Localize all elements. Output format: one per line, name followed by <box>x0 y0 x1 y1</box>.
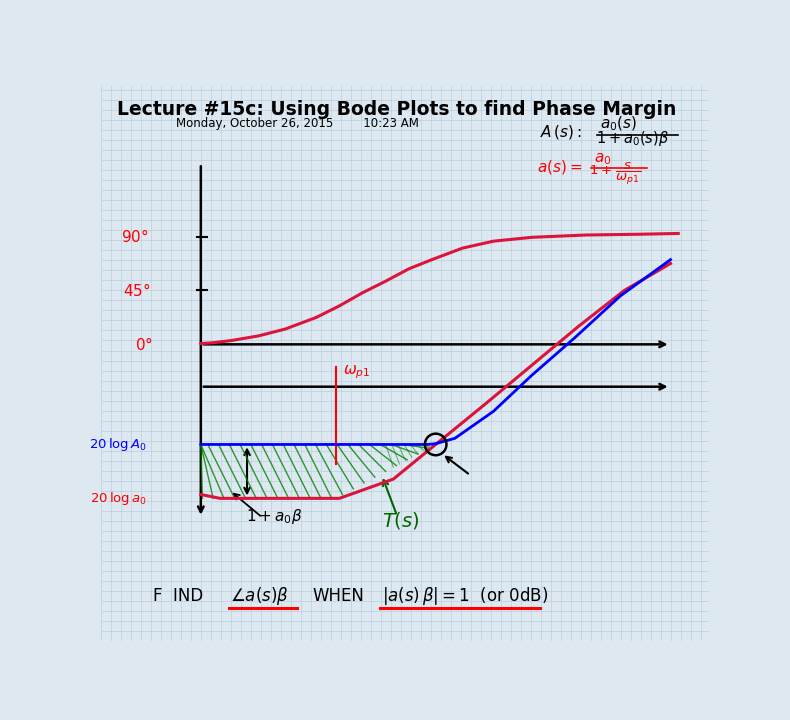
Text: $1 +\,\dfrac{s}{\omega_{p1}}$: $1 +\,\dfrac{s}{\omega_{p1}}$ <box>589 161 641 186</box>
Text: $\angle a(s)\beta$: $\angle a(s)\beta$ <box>230 585 289 607</box>
Text: $|a(s)\,\beta| = 1$  (or 0dB): $|a(s)\,\beta| = 1$ (or 0dB) <box>382 585 548 607</box>
Text: Lecture #15c: Using Bode Plots to find Phase Margin: Lecture #15c: Using Bode Plots to find P… <box>118 100 677 119</box>
Text: $20\,\log a_0$: $20\,\log a_0$ <box>90 490 147 507</box>
Text: $90°$: $90°$ <box>121 228 149 245</box>
Text: $a(s)=$: $a(s)=$ <box>537 158 582 176</box>
Text: $T(s)$: $T(s)$ <box>382 510 419 531</box>
Text: $45°$: $45°$ <box>123 282 151 299</box>
Text: $a_0$: $a_0$ <box>593 151 611 166</box>
Text: $0°$: $0°$ <box>135 336 153 353</box>
Text: $a_0(s)$: $a_0(s)$ <box>600 115 637 133</box>
Text: $20\,\log A_0$: $20\,\log A_0$ <box>89 436 147 453</box>
Text: $1 + a_0\beta$: $1 + a_0\beta$ <box>246 508 302 526</box>
Text: WHEN: WHEN <box>313 587 364 605</box>
Text: F  IND: F IND <box>153 587 203 605</box>
Text: $A\,(s):$: $A\,(s):$ <box>540 123 581 141</box>
Text: $1 + a_0(s)\beta$: $1 + a_0(s)\beta$ <box>596 129 669 148</box>
Text: Monday, October 26, 2015        10:23 AM: Monday, October 26, 2015 10:23 AM <box>175 117 419 130</box>
Text: $\omega_{p1}$: $\omega_{p1}$ <box>344 364 371 381</box>
